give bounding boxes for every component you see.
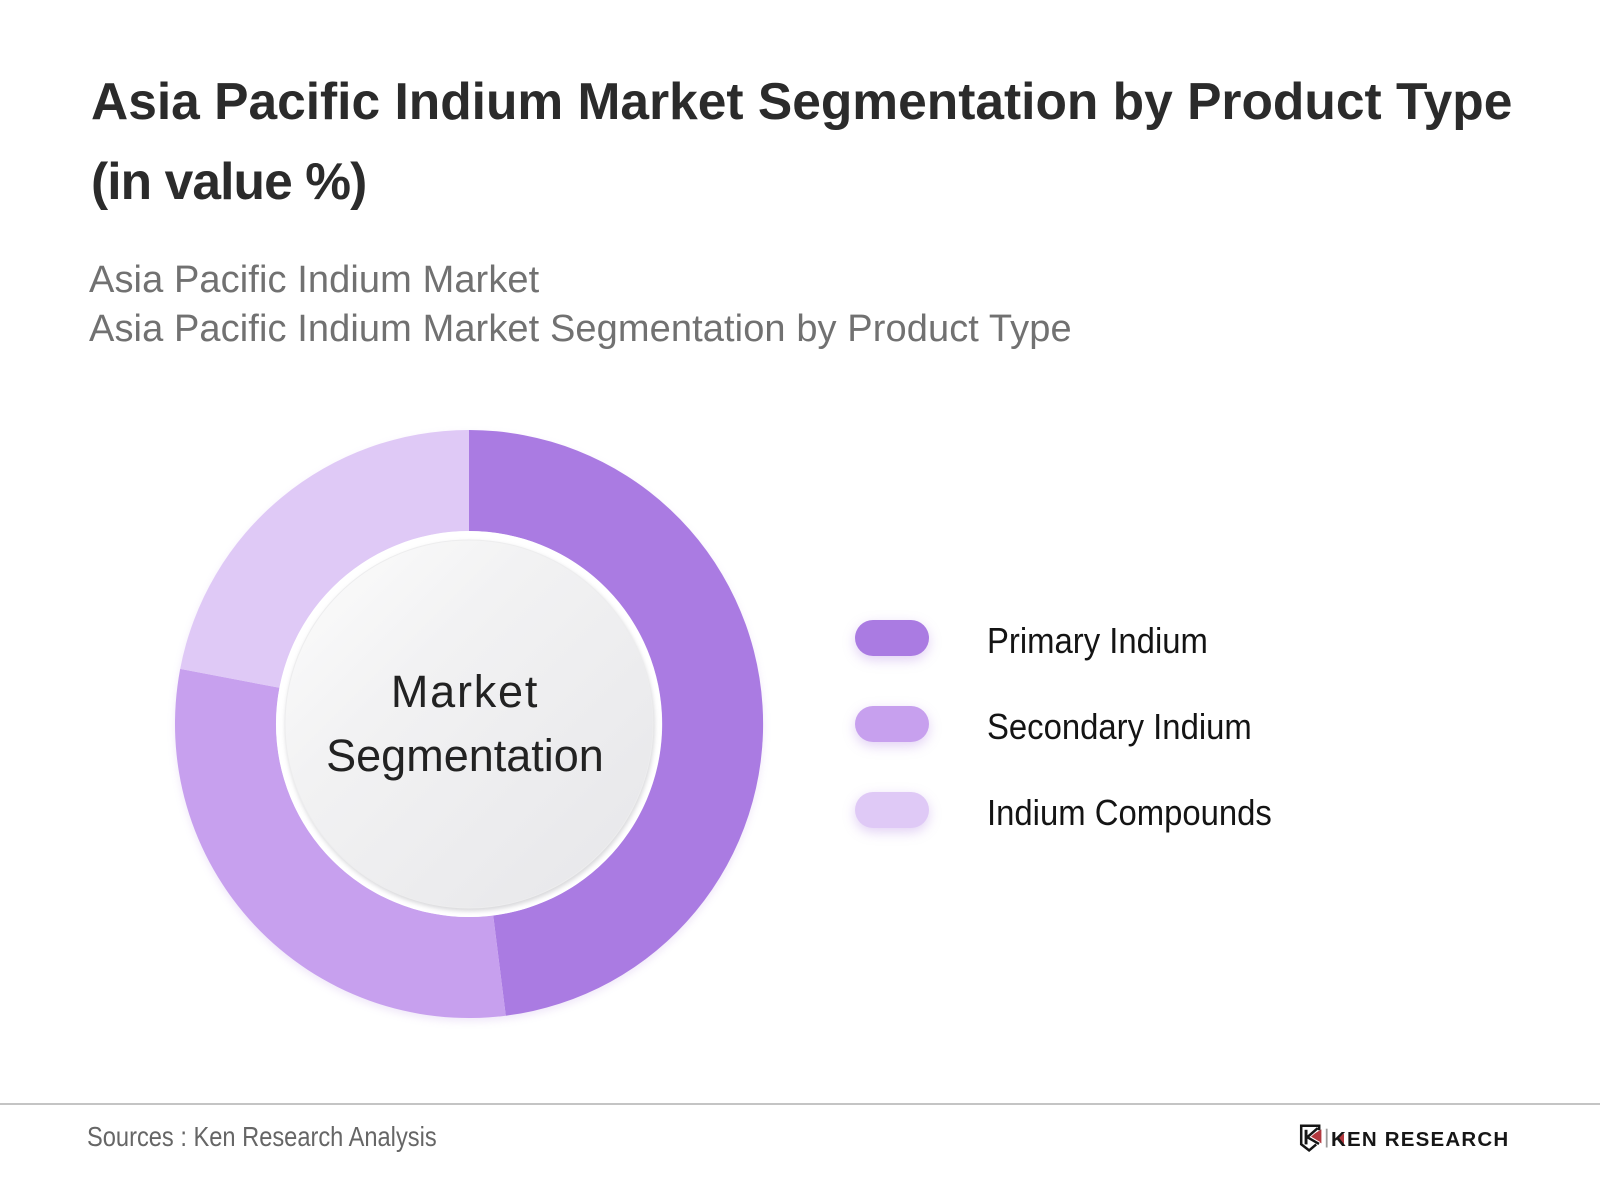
svg-text:KEN RESEARCH: KEN RESEARCH xyxy=(1331,1128,1509,1151)
